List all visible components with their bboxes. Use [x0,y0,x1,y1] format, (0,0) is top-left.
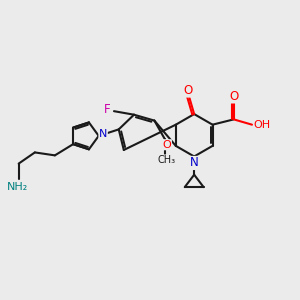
Text: NH₂: NH₂ [7,182,28,192]
Text: O: O [229,90,239,103]
Text: N: N [190,157,199,169]
Text: O: O [163,140,171,150]
Text: O: O [183,84,193,97]
Text: OH: OH [254,120,271,130]
Text: CH₃: CH₃ [158,155,176,165]
Text: N: N [99,128,107,139]
Text: F: F [104,103,111,116]
